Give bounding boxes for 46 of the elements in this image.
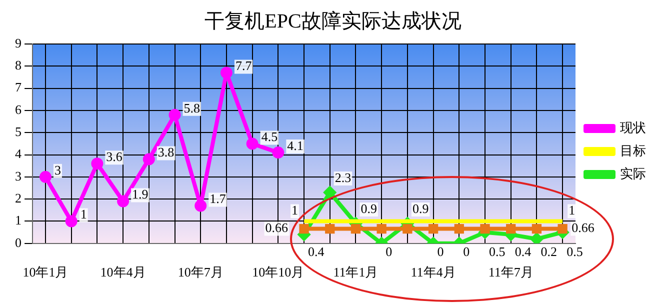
x-tick-label: 10年4月	[100, 264, 146, 280]
data-label: 1	[80, 206, 87, 222]
data-label: 0.9	[412, 200, 429, 216]
y-tick-label: 1	[15, 212, 22, 228]
legend-label: 目标	[620, 142, 646, 158]
data-label: 1.9	[132, 186, 148, 202]
data-label: 1	[292, 202, 298, 218]
y-tick-label: 9	[15, 35, 22, 50]
x-tick-label: 11年1月	[333, 264, 378, 280]
y-tick-label: 3	[15, 168, 22, 184]
data-label: 4.1	[287, 138, 304, 153]
data-label: 0.5	[566, 244, 583, 259]
x-tick-label: 10年7月	[178, 264, 224, 280]
data-label: 2.3	[334, 170, 352, 185]
data-label: 0.66	[572, 220, 595, 236]
y-tick-label: 6	[15, 102, 22, 117]
x-tick-label: 10年10月	[252, 264, 304, 280]
data-label: 0.9	[360, 200, 377, 216]
data-label: 0	[386, 244, 392, 259]
data-label: 3.6	[106, 149, 123, 164]
data-label: 1	[568, 202, 576, 218]
data-label: 0.66	[265, 220, 289, 236]
data-label: 0	[437, 244, 444, 259]
data-label: 5.8	[184, 100, 200, 116]
data-label: 1.7	[210, 191, 226, 206]
x-tick-label: 10年1月	[22, 264, 68, 280]
data-label: 4.5	[261, 129, 278, 144]
data-label: 7.7	[235, 58, 252, 74]
data-label: 0.5	[489, 244, 506, 259]
chart-title: 干复机EPC故障实际达成状况	[204, 10, 462, 32]
legend-label: 实际	[620, 166, 646, 181]
data-label: 3.8	[158, 144, 174, 160]
data-label: 3	[54, 162, 61, 178]
y-tick-label: 5	[15, 124, 22, 140]
y-tick-label: 7	[15, 80, 22, 95]
data-label: 0	[463, 244, 470, 259]
y-tick-label: 0	[15, 234, 22, 250]
data-label: 0.4	[308, 244, 325, 259]
data-label: 0.2	[540, 244, 557, 259]
legend-label: 现状	[620, 120, 646, 135]
y-tick-label: 4	[15, 146, 22, 162]
x-tick-label: 11年4月	[410, 264, 456, 280]
y-tick-label: 2	[15, 190, 22, 206]
x-tick-label: 11年7月	[488, 264, 534, 280]
y-tick-label: 8	[15, 58, 22, 73]
data-label: 0.4	[514, 244, 532, 259]
